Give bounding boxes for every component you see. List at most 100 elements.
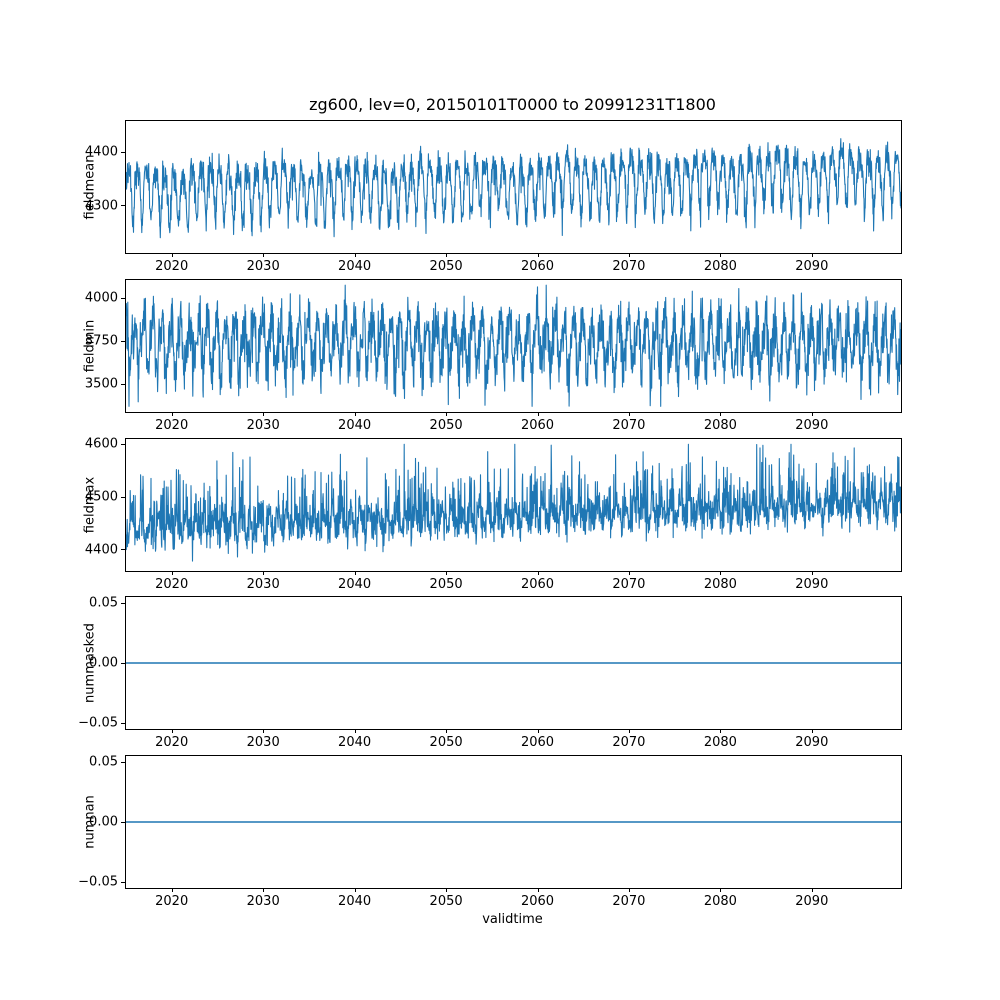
x-tick [720,571,722,575]
x-tick [446,729,448,733]
x-tick-label: 2060 [520,418,555,433]
y-tick [121,549,125,551]
x-tick-label: 2030 [246,418,280,433]
x-tick [720,888,722,892]
y-tick-label: 4400 [84,542,118,558]
x-tick-label: 2090 [795,418,829,433]
y-axis-label-fieldmax: fieldmax [82,476,98,534]
x-tick [720,729,722,733]
x-tick-label: 2090 [795,577,829,592]
y-tick-label: 0.00 [89,814,118,830]
axes-fieldmax: fieldmax 2020 2030 2040 2050 2060 2070 2080 209… [83,437,902,592]
y-tick-label: 0.05 [89,595,118,611]
axes-nummasked: nummasked 2020 2030 2040 2050 2060 2070 2080 20… [78,596,902,750]
x-tick [354,729,356,733]
y-tick-label: 3750 [84,333,118,349]
x-tick-label: 2080 [703,735,737,750]
y-tick [121,881,125,883]
x-tick [354,412,356,416]
x-tick-label: 2030 [246,894,280,909]
series-line-fieldmean [126,138,901,239]
x-tick [537,729,539,733]
x-tick-label: 2090 [795,735,829,750]
x-tick [446,253,448,257]
x-tick-label: 2050 [429,259,463,274]
x-tick [171,253,173,257]
x-tick [720,412,722,416]
x-tick [628,253,630,257]
y-tick-label: −0.05 [78,874,118,890]
x-axis-label: validtime [482,912,543,927]
x-tick [354,571,356,575]
numnan-line-plot [126,821,901,823]
x-tick [720,253,722,257]
x-tick-label: 2070 [612,894,646,909]
y-tick-label: 4600 [84,436,118,452]
y-tick [121,340,125,342]
x-tick-label: 2070 [612,259,646,274]
y-tick [121,205,125,207]
x-tick [628,888,630,892]
x-tick-label: 2080 [703,418,737,433]
y-tick [121,443,125,445]
x-tick-label: 2020 [155,259,189,274]
x-tick-label: 2080 [703,577,737,592]
x-tick-label: 2050 [429,894,463,909]
x-tick [263,888,265,892]
x-tick [811,729,813,733]
fieldmax-line-plot [126,443,901,562]
x-tick-label: 2070 [612,577,646,592]
x-tick-label: 2060 [520,259,555,274]
x-tick [171,571,173,575]
x-tick-label: 2050 [429,577,463,592]
x-tick [171,412,173,416]
x-tick [628,729,630,733]
y-tick-label: −0.05 [78,715,118,731]
x-tick [537,253,539,257]
y-tick-label: 4000 [84,290,118,306]
x-tick-label: 2040 [338,259,372,274]
x-tick [628,571,630,575]
x-tick [811,412,813,416]
x-tick [171,729,173,733]
x-tick [263,412,265,416]
y-tick-label: 4400 [84,144,118,160]
y-tick [121,821,125,823]
x-tick-label: 2060 [520,577,555,592]
x-tick [446,412,448,416]
axes-fieldmean: fieldmean 2020 2030 2040 2050 2060 2070 2080 20… [83,120,902,274]
x-tick [354,253,356,257]
y-tick [121,602,125,604]
fieldmean-line-plot [126,138,901,239]
x-tick [537,888,539,892]
x-tick-label: 2030 [246,259,280,274]
y-tick [121,297,125,299]
x-tick [171,888,173,892]
figure-title: zg600, lev=0, 20150101T0000 to 20991231T… [309,95,716,114]
x-tick [446,888,448,892]
x-tick-label: 2020 [155,418,189,433]
x-tick-label: 2030 [246,577,280,592]
x-tick-label: 2040 [338,735,372,750]
y-tick [121,662,125,664]
series-line-fieldmin [126,284,901,407]
x-tick-label: 2050 [429,735,463,750]
x-tick-label: 2060 [520,894,555,909]
x-tick-label: 2030 [246,735,280,750]
x-tick [354,888,356,892]
fieldmin-line-plot [126,284,901,407]
x-tick [446,571,448,575]
y-tick-label: 4500 [84,489,118,505]
x-tick-label: 2020 [155,894,189,909]
x-tick-label: 2050 [429,418,463,433]
series-line-fieldmax [126,443,901,562]
y-tick [121,496,125,498]
x-tick-label: 2020 [155,577,189,592]
x-tick [263,729,265,733]
x-tick-label: 2040 [338,418,372,433]
x-tick-label: 2040 [338,577,372,592]
y-tick [121,383,125,385]
x-tick [811,888,813,892]
x-tick [537,571,539,575]
